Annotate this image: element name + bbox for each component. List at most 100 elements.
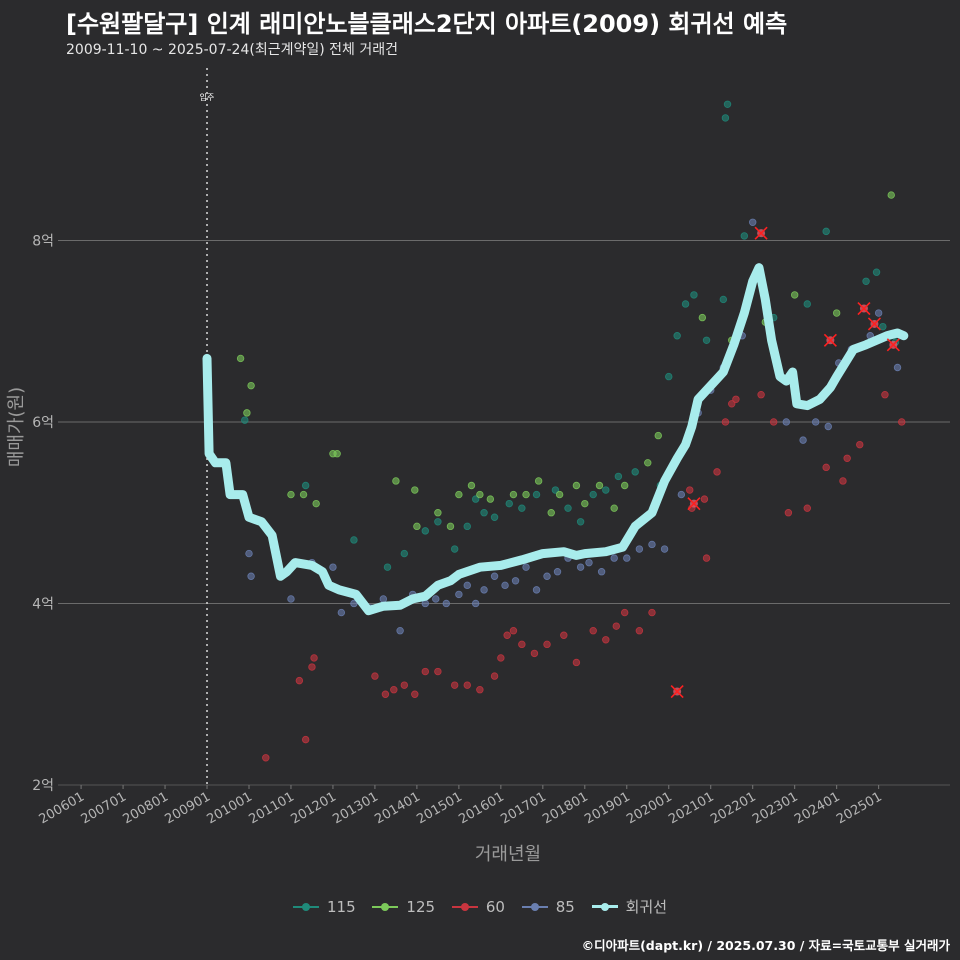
point-85	[501, 581, 509, 590]
point-125	[392, 477, 400, 485]
point-115	[400, 549, 409, 558]
legend-item-85[interactable]: 85	[521, 898, 575, 916]
point-60	[572, 658, 581, 667]
point-115	[681, 300, 690, 308]
point-115	[614, 472, 623, 481]
point-115	[551, 486, 560, 494]
x-tick-label: 201701	[498, 789, 548, 827]
point-115	[721, 114, 730, 122]
point-60	[390, 686, 398, 694]
highlight-marker	[867, 317, 882, 331]
legend-item-60[interactable]: 60	[451, 898, 505, 916]
point-125	[790, 291, 799, 299]
point-85	[379, 595, 388, 603]
legend-label-125: 125	[406, 897, 436, 916]
point-125	[887, 191, 895, 199]
point-60	[463, 681, 471, 689]
move-in-label: 입주	[200, 93, 215, 102]
point-115	[690, 291, 698, 299]
point-85	[893, 363, 902, 372]
point-60	[721, 418, 730, 426]
highlight-marker	[857, 301, 871, 316]
point-85	[824, 422, 832, 431]
point-60	[728, 400, 736, 408]
point-115	[673, 332, 681, 340]
point-60	[295, 676, 304, 685]
x-tick-label: 202201	[708, 789, 758, 827]
point-60	[450, 681, 459, 689]
x-tick-label: 201401	[372, 789, 422, 827]
point-115	[723, 100, 732, 109]
point-125	[522, 490, 530, 499]
point-125	[299, 490, 308, 499]
point-115	[434, 518, 442, 526]
point-60	[732, 395, 740, 403]
point-125	[572, 481, 581, 490]
point-60	[411, 690, 419, 698]
x-tick-label: 201601	[456, 789, 506, 827]
point-60	[898, 418, 906, 426]
point-125	[509, 490, 518, 499]
y-tick-label: 8억	[32, 233, 54, 249]
point-115	[301, 481, 310, 490]
point-60	[856, 440, 864, 449]
point-60	[620, 608, 629, 617]
move-in-line-layer: 입주	[200, 68, 215, 785]
point-60	[648, 608, 656, 617]
point-85	[597, 568, 606, 576]
x-tick-label: 202101	[666, 789, 716, 827]
x-tick-label: 201801	[540, 789, 590, 827]
point-60	[530, 649, 539, 658]
x-tick-label: 201901	[582, 789, 632, 827]
point-125	[534, 477, 543, 485]
point-115	[421, 527, 429, 535]
x-tick-label: 201101	[246, 789, 296, 827]
point-60	[784, 509, 793, 517]
point-85	[543, 572, 551, 580]
point-60	[262, 754, 270, 762]
point-85	[660, 545, 669, 553]
x-tick-label: 200801	[121, 789, 171, 827]
point-125	[644, 459, 652, 467]
point-125	[411, 486, 419, 494]
highlight-marker	[687, 497, 701, 511]
point-85	[287, 595, 295, 603]
source-credit: ©디아파트(dapt.kr) / 2025.07.30 / 자료=국토교통부 실…	[581, 938, 950, 953]
x-tick-label: 200901	[163, 789, 213, 827]
point-115	[450, 545, 459, 553]
point-60	[543, 640, 551, 649]
legend-item-115[interactable]: 115	[293, 898, 356, 916]
point-115	[862, 277, 870, 285]
point-115	[576, 518, 585, 526]
point-60	[686, 486, 694, 494]
regression-layer	[202, 263, 909, 616]
point-85	[677, 490, 686, 499]
point-125	[467, 481, 476, 490]
highlight-marker	[754, 226, 768, 240]
point-115	[822, 227, 830, 236]
point-85	[811, 418, 820, 426]
point-125	[287, 490, 295, 499]
point-60	[381, 690, 390, 698]
point-60	[803, 504, 811, 512]
legend-item-125[interactable]: 125	[372, 898, 435, 916]
point-115	[490, 513, 499, 521]
point-125	[832, 309, 841, 317]
point-85	[396, 627, 404, 635]
point-115	[505, 499, 513, 508]
legend-item-regression[interactable]: 회귀선	[591, 896, 667, 917]
point-85	[247, 572, 255, 580]
point-85	[874, 309, 883, 317]
point-115	[589, 490, 597, 499]
page-title: [수원팔달구] 인계 래미안노블클래스2단지 아파트(2009) 회귀선 예측	[66, 10, 788, 38]
point-85	[455, 590, 463, 599]
legend-label-115: 115	[327, 897, 356, 916]
point-125	[312, 499, 320, 508]
highlight-marker	[886, 338, 900, 352]
y-tick-label: 4억	[32, 596, 54, 612]
x-tick-label: 202301	[750, 789, 800, 827]
point-115	[350, 536, 358, 544]
point-60	[843, 454, 851, 462]
point-60	[434, 667, 442, 676]
point-85	[522, 563, 530, 571]
